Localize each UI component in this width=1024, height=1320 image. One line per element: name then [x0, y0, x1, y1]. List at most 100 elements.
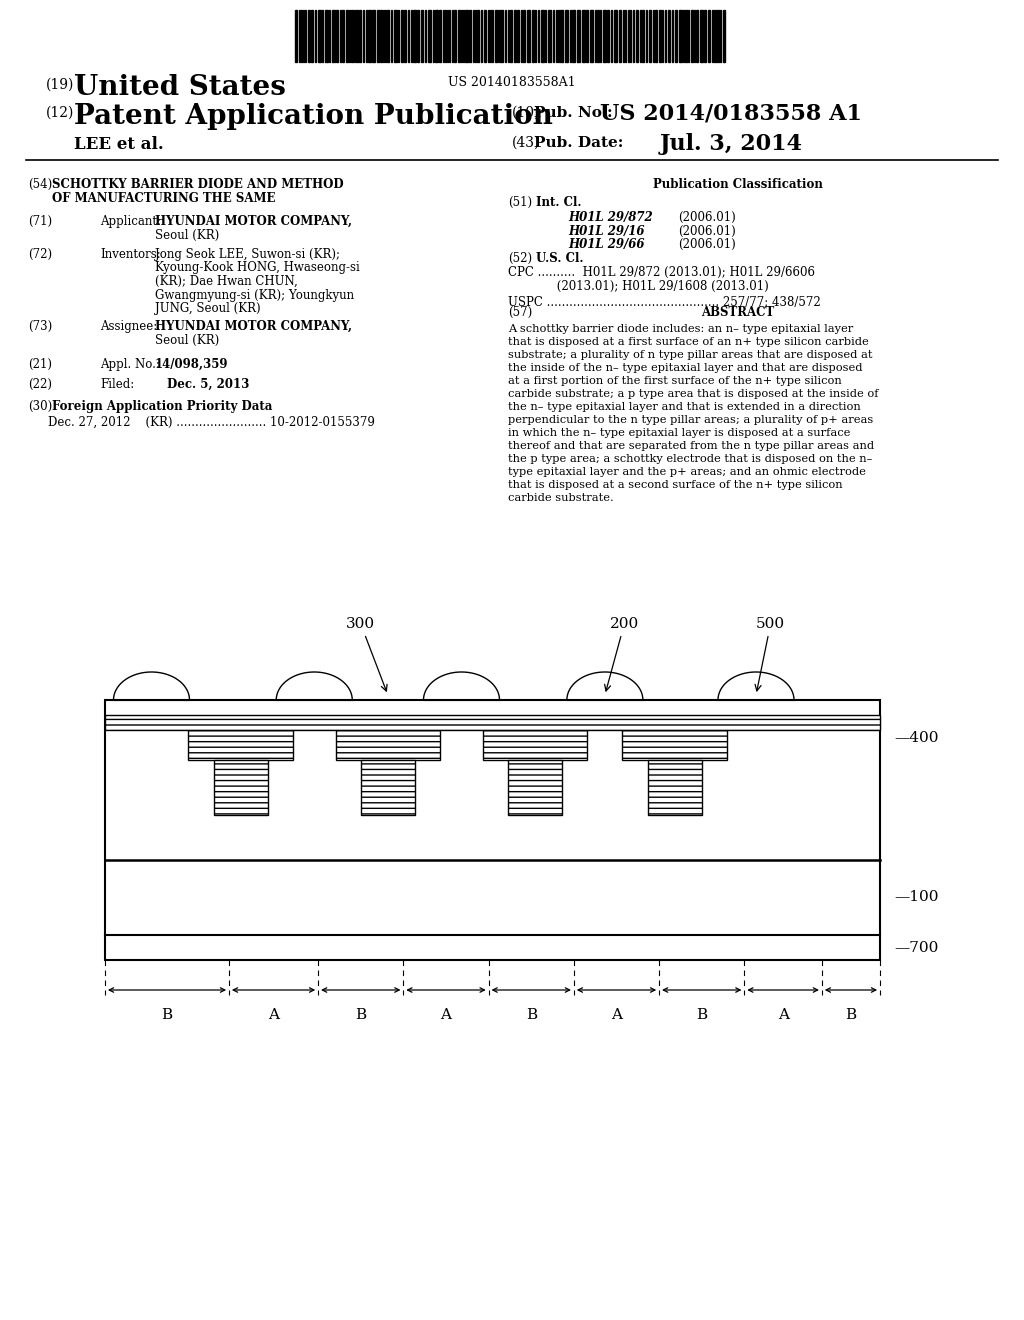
Text: B: B — [162, 1008, 173, 1022]
Bar — [372, 11, 375, 62]
Bar — [213, 760, 267, 814]
Bar — [586, 11, 588, 62]
Text: (73): (73) — [28, 319, 52, 333]
Text: (2006.01): (2006.01) — [678, 238, 736, 251]
Text: B: B — [696, 1008, 708, 1022]
Bar — [422, 700, 502, 730]
Text: Jul. 3, 2014: Jul. 3, 2014 — [660, 133, 803, 154]
Bar — [469, 11, 471, 62]
Bar — [477, 11, 479, 62]
Text: Gwangmyung-si (KR); Youngkyun: Gwangmyung-si (KR); Youngkyun — [155, 289, 354, 301]
Bar — [336, 730, 440, 760]
Bar — [105, 861, 880, 935]
Bar — [413, 11, 416, 62]
Text: Pub. No.:: Pub. No.: — [534, 106, 612, 120]
Bar — [696, 11, 698, 62]
Bar — [527, 11, 530, 62]
Ellipse shape — [424, 672, 500, 729]
Bar — [714, 11, 716, 62]
Text: Applicant:: Applicant: — [100, 215, 161, 228]
Text: B: B — [355, 1008, 367, 1022]
Ellipse shape — [567, 672, 643, 729]
Bar — [508, 760, 562, 814]
Text: United States: United States — [74, 74, 286, 102]
Bar — [659, 11, 662, 62]
Bar — [308, 11, 310, 62]
Polygon shape — [276, 672, 352, 700]
Bar — [435, 11, 438, 62]
Text: HYUNDAI MOTOR COMPANY,: HYUNDAI MOTOR COMPANY, — [155, 215, 352, 228]
Text: (57): (57) — [508, 306, 532, 319]
Text: OF MANUFACTURING THE SAME: OF MANUFACTURING THE SAME — [52, 191, 275, 205]
Text: A: A — [611, 1008, 622, 1022]
Text: —100: —100 — [894, 890, 939, 904]
Text: (51): (51) — [508, 195, 532, 209]
Text: Filed:: Filed: — [100, 378, 134, 391]
Bar — [421, 11, 423, 62]
Text: Int. Cl.: Int. Cl. — [536, 195, 582, 209]
Bar — [368, 11, 371, 62]
Text: (19): (19) — [46, 78, 75, 92]
Bar — [508, 760, 562, 814]
Text: (12): (12) — [46, 106, 75, 120]
Text: (22): (22) — [28, 378, 52, 391]
Text: H01L 29/872: H01L 29/872 — [568, 211, 652, 224]
Ellipse shape — [114, 672, 189, 729]
Bar — [705, 11, 706, 62]
Bar — [614, 11, 617, 62]
Text: —400: —400 — [894, 731, 939, 744]
Bar — [649, 11, 651, 62]
Text: (72): (72) — [28, 248, 52, 261]
Bar — [404, 11, 406, 62]
Bar — [274, 700, 354, 730]
Text: (2006.01): (2006.01) — [678, 211, 736, 224]
Text: 14/098,359: 14/098,359 — [155, 358, 228, 371]
Bar — [495, 11, 497, 62]
Text: Patent Application Publication: Patent Application Publication — [74, 103, 553, 129]
Text: at a first portion of the first surface of the n+ type silicon: at a first portion of the first surface … — [508, 376, 842, 385]
Bar — [642, 11, 644, 62]
Bar — [582, 11, 585, 62]
Bar — [577, 11, 580, 62]
Text: Dec. 27, 2012    (KR) ........................ 10-2012-0155379: Dec. 27, 2012 (KR) .....................… — [48, 416, 375, 429]
Bar — [565, 700, 645, 730]
Bar — [360, 760, 415, 814]
Bar — [590, 11, 593, 62]
Polygon shape — [567, 672, 643, 700]
Text: the p type area; a schottky electrode that is disposed on the n–: the p type area; a schottky electrode th… — [508, 454, 872, 465]
Bar — [112, 700, 191, 730]
Bar — [685, 11, 687, 62]
Text: thereof and that are separated from the n type pillar areas and: thereof and that are separated from the … — [508, 441, 874, 451]
Bar — [510, 11, 512, 62]
Text: (2006.01): (2006.01) — [678, 224, 736, 238]
Text: type epitaxial layer and the p+ areas; and an ohmic electrode: type epitaxial layer and the p+ areas; a… — [508, 467, 866, 477]
Bar — [105, 700, 880, 861]
Bar — [417, 11, 419, 62]
Text: JUNG, Seoul (KR): JUNG, Seoul (KR) — [155, 302, 261, 315]
Bar — [346, 11, 348, 62]
Text: carbide substrate.: carbide substrate. — [508, 492, 613, 503]
Bar — [647, 760, 701, 814]
Bar — [458, 11, 460, 62]
Text: carbide substrate; a p type area that is disposed at the inside of: carbide substrate; a p type area that is… — [508, 389, 879, 399]
Polygon shape — [114, 672, 189, 700]
Bar — [597, 11, 599, 62]
Bar — [691, 11, 693, 62]
Text: (21): (21) — [28, 358, 52, 371]
Text: U.S. Cl.: U.S. Cl. — [536, 252, 584, 265]
Bar — [679, 11, 682, 62]
Text: perpendicular to the n type pillar areas; a plurality of p+ areas: perpendicular to the n type pillar areas… — [508, 414, 873, 425]
Text: (30): (30) — [28, 400, 52, 413]
Bar — [336, 730, 440, 760]
Bar — [565, 11, 568, 62]
Text: Jong Seok LEE, Suwon-si (KR);: Jong Seok LEE, Suwon-si (KR); — [155, 248, 340, 261]
Text: B: B — [525, 1008, 537, 1022]
Text: A: A — [268, 1008, 280, 1022]
Bar — [356, 11, 358, 62]
Text: H01L 29/16: H01L 29/16 — [568, 224, 644, 238]
Bar — [332, 11, 335, 62]
Text: US 2014/0183558 A1: US 2014/0183558 A1 — [600, 103, 862, 125]
Bar — [380, 11, 382, 62]
Text: (71): (71) — [28, 215, 52, 228]
Text: Seoul (KR): Seoul (KR) — [155, 228, 219, 242]
